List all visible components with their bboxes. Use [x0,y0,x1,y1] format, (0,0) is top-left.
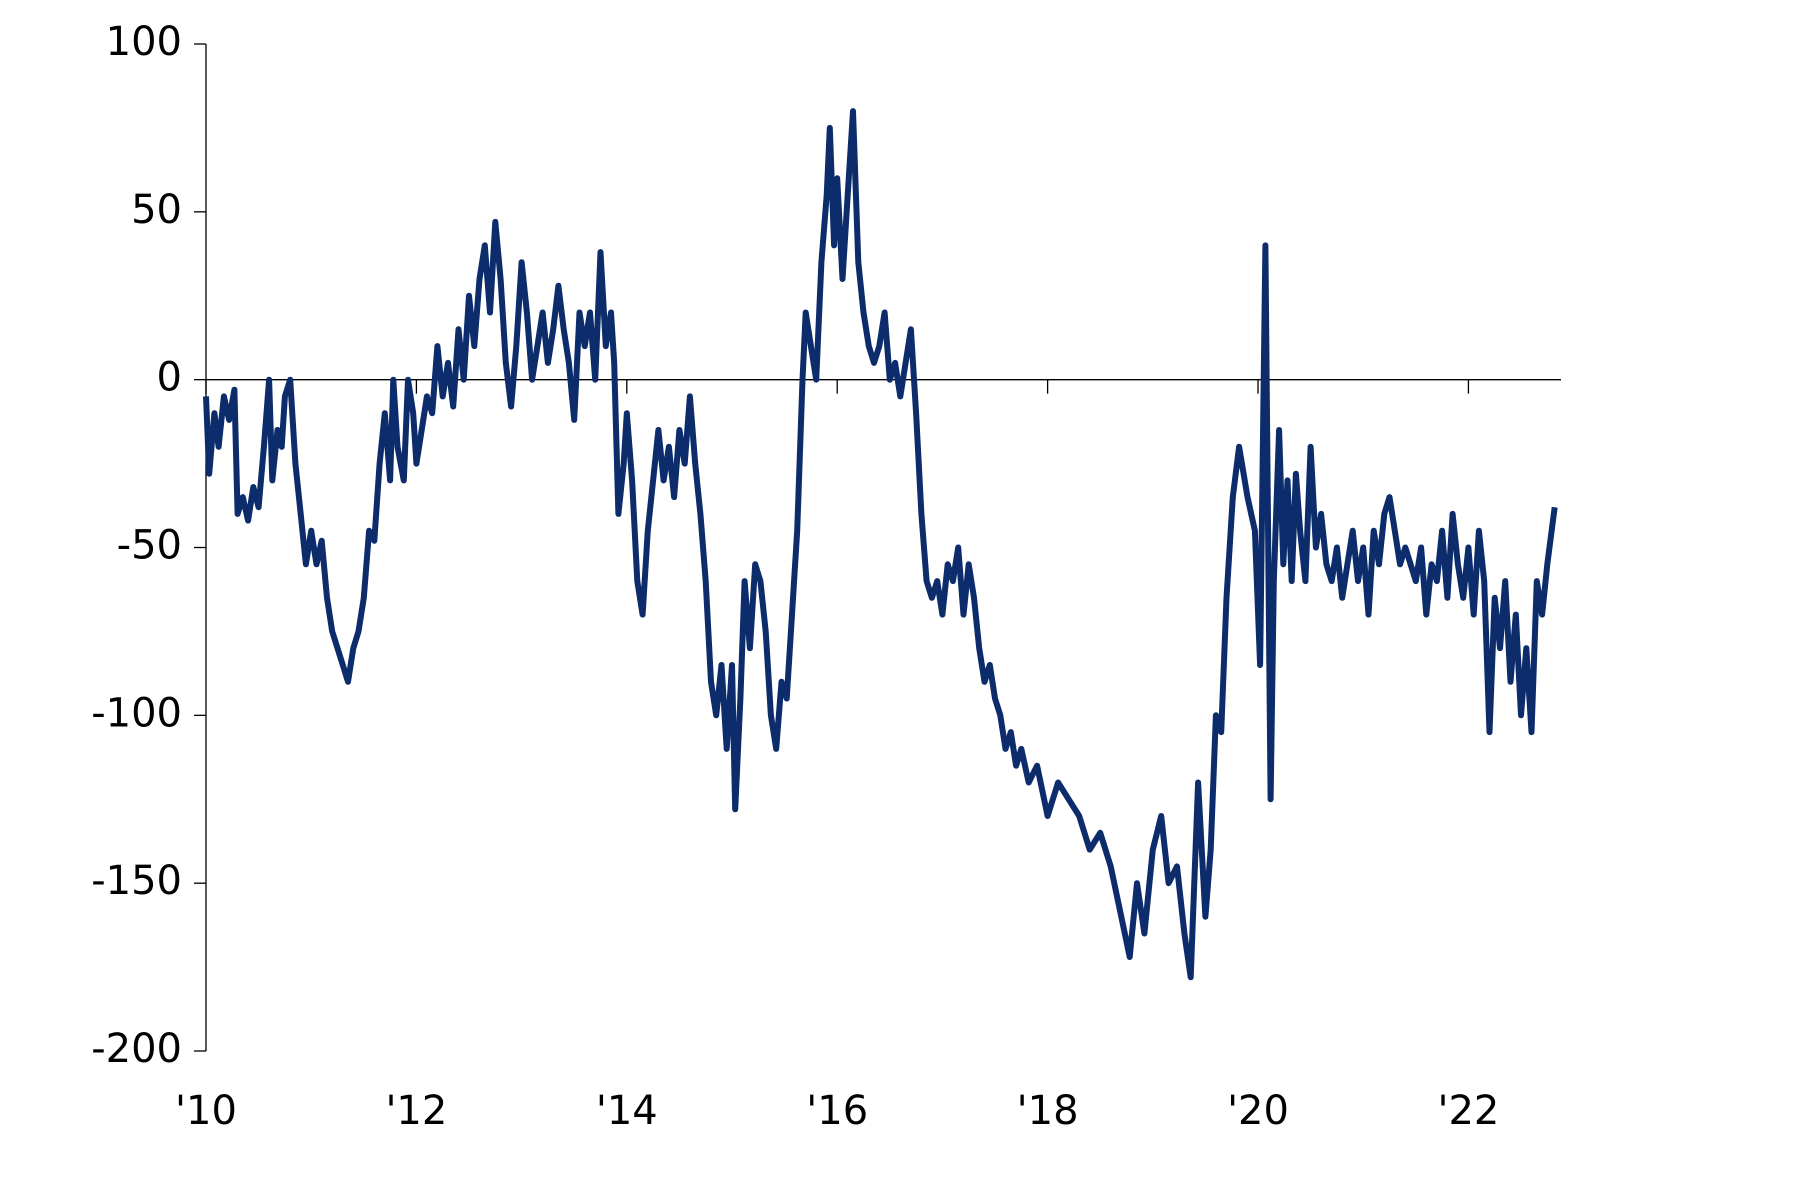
x-tick-label: '18 [1017,1088,1079,1134]
y-tick-label: -150 [91,858,182,904]
y-tick-label: 50 [131,187,182,233]
x-tick-label: '14 [596,1088,658,1134]
x-tick-label: '20 [1227,1088,1289,1134]
x-tick-label: '12 [385,1088,447,1134]
y-tick-label: -100 [91,690,182,736]
data-line [203,108,1558,981]
y-tick-label: -50 [117,523,182,569]
x-tick-label: '16 [806,1088,868,1134]
x-tick-label: '22 [1437,1088,1499,1134]
y-tick-label: 0 [157,355,182,401]
y-tick-label: 100 [106,19,182,65]
x-tick-label: '10 [175,1088,237,1134]
y-tick-label: -200 [91,1026,182,1072]
